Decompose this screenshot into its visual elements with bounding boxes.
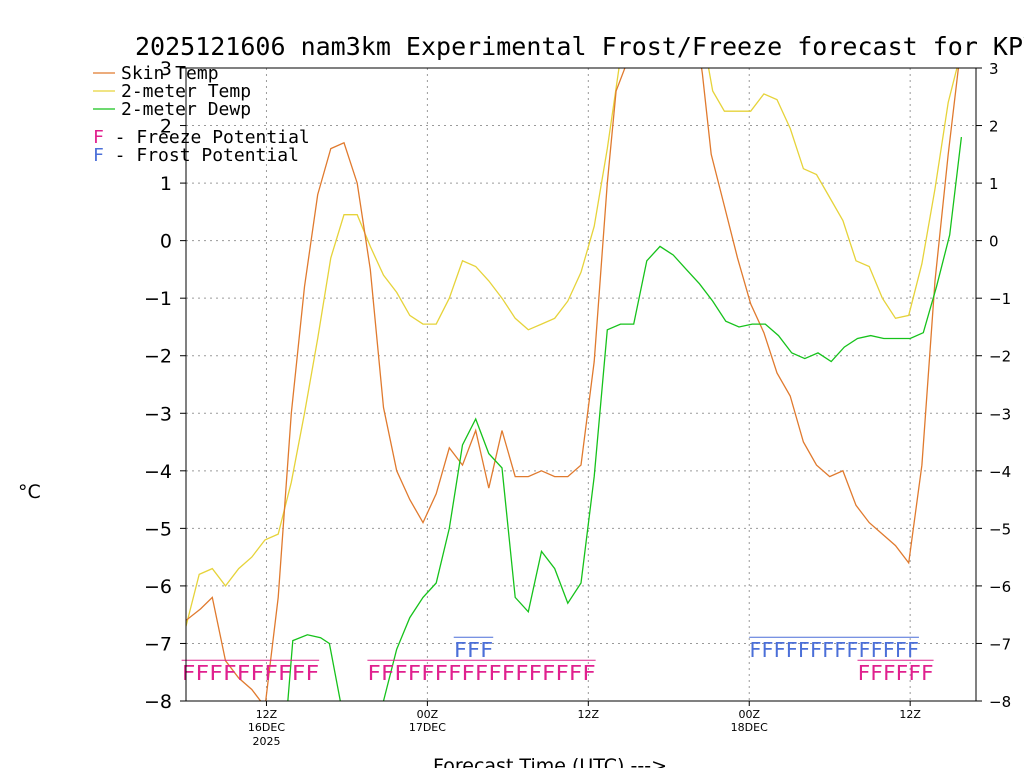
- freeze-potential-mark: FFFFFFFFFF: [182, 661, 320, 685]
- x-tick-date: 18DEC: [731, 721, 768, 734]
- x-axis-label: Forecast Time (UTC) --->: [433, 755, 667, 768]
- legend-label: 2-meter Temp: [121, 81, 251, 102]
- series-line-skin-temp: [186, 68, 960, 701]
- y-tick-label-right: 0: [989, 233, 999, 251]
- legend-potential-label: - Frost Potential: [104, 145, 299, 166]
- chart-title: 2025121606 nam3km Experimental Frost/Fre…: [135, 32, 1024, 61]
- y-tick-label-right: −2: [989, 348, 1011, 366]
- y-tick-label-left: −5: [144, 518, 172, 540]
- y-axis-left: −8 −7 −6 −5 −4 −3 −2 −1 0 1 2 3: [144, 58, 186, 713]
- y-tick-label-left: −4: [144, 461, 172, 483]
- y-tick-label-right: −7: [989, 635, 1011, 653]
- y-tick-label-right: −4: [989, 463, 1011, 481]
- x-tick-date: 17DEC: [409, 721, 446, 734]
- frost-potential-mark: FFFFFFFFFFFFFF: [749, 638, 919, 662]
- x-tick-label: 00Z: [417, 708, 439, 721]
- y-tick-label-left: −8: [144, 691, 172, 713]
- plot-frame: [185, 67, 977, 702]
- x-tick-label: 00Z: [738, 708, 760, 721]
- legend-potential: F - Frost Potential: [93, 145, 299, 166]
- freeze-potential-mark: FFFFFF: [858, 661, 934, 685]
- x-tick-date: 16DEC: [248, 721, 285, 734]
- y-axis-label: °C: [18, 481, 41, 503]
- series-line-2-meter-dewp: [287, 137, 963, 701]
- legend-label: Skin Temp: [121, 63, 219, 84]
- x-tick-year: 2025: [252, 735, 280, 748]
- legend-potential: F - Freeze Potential: [93, 127, 310, 148]
- legend-potential-marker: F: [93, 127, 104, 148]
- y-tick-label-left: 3: [160, 58, 172, 80]
- y-tick-label-right: −5: [989, 520, 1011, 538]
- y-tick-label-left: 0: [160, 231, 172, 253]
- freeze-potential-mark: FFFFFFFFFFFFFFFFF: [367, 661, 595, 685]
- legend-potential-label: - Freeze Potential: [104, 127, 310, 148]
- y-tick-label-left: 1: [160, 173, 172, 195]
- series-lines: [186, 68, 963, 701]
- frost-potential-mark: FFF: [454, 638, 494, 662]
- legend-label: 2-meter Dewp: [121, 99, 251, 120]
- y-tick-label-left: 2: [160, 116, 172, 138]
- y-tick-label-right: 2: [989, 118, 999, 136]
- y-tick-label-right: 1: [989, 175, 999, 193]
- y-tick-label-left: −2: [144, 346, 172, 368]
- series-line-2-meter-temp: [186, 68, 958, 627]
- y-tick-label-right: −3: [989, 405, 1011, 423]
- x-tick-label: 12Z: [578, 708, 600, 721]
- y-tick-label-left: −1: [144, 288, 172, 310]
- potential-marks: FFFFFFFFFF FFFFFFFFFFFFFFFFF FFFFFFFFF FFFF…: [181, 636, 934, 685]
- y-tick-label-left: −3: [144, 403, 172, 425]
- y-tick-label-left: −6: [144, 576, 172, 598]
- y-tick-label-right: −1: [989, 290, 1011, 308]
- x-tick-label: 12Z: [256, 708, 278, 721]
- y-axis-right: −8 −7 −6 −5 −4 −3 −2 −1 0 1 2 3: [976, 60, 1011, 711]
- y-tick-label-left: −7: [144, 633, 172, 655]
- y-tick-label-right: −8: [989, 693, 1011, 711]
- y-tick-label-right: 3: [989, 60, 999, 78]
- legend-potential-marker: F: [93, 145, 104, 166]
- x-tick-label: 12Z: [899, 708, 921, 721]
- y-tick-label-right: −6: [989, 578, 1011, 596]
